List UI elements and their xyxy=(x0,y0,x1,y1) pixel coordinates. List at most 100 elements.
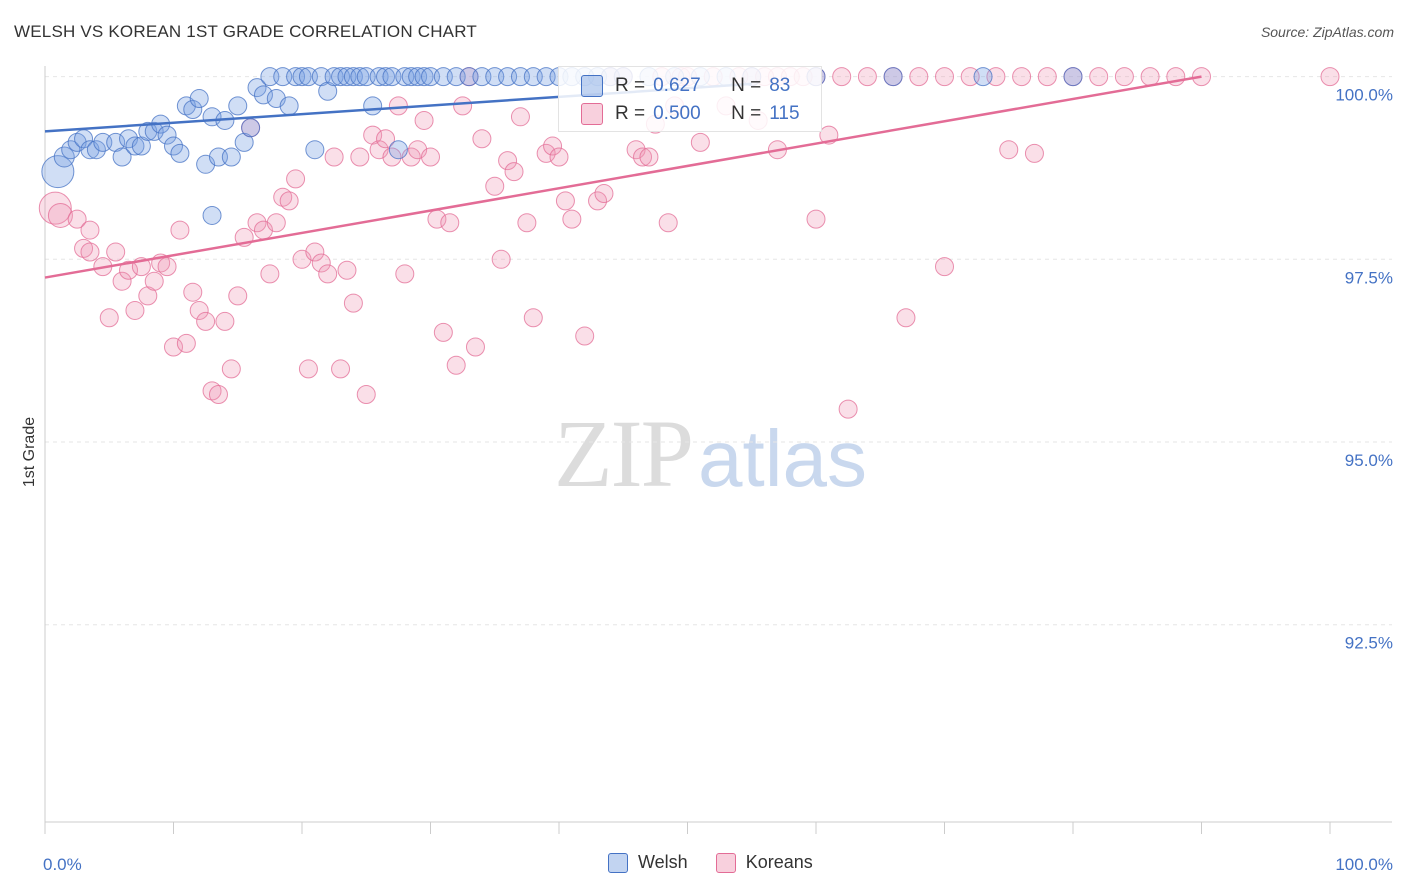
korean-point xyxy=(1320,67,1340,87)
korean-point xyxy=(1140,67,1160,87)
korean-point xyxy=(857,67,877,87)
welsh-point xyxy=(125,136,145,156)
korean-point xyxy=(266,213,286,233)
korean-point xyxy=(343,293,363,313)
welsh-point xyxy=(241,118,261,138)
welsh-point xyxy=(61,140,81,160)
welsh-point xyxy=(247,78,267,98)
welsh-point xyxy=(228,96,248,116)
welsh-n-value: 83 xyxy=(769,75,791,96)
y-tick-label: 100.0% xyxy=(1335,86,1393,105)
korean-trend-line xyxy=(44,75,1202,279)
korean-point xyxy=(658,213,678,233)
korean-point xyxy=(74,238,94,258)
welsh-point xyxy=(350,67,370,87)
korean-point xyxy=(517,213,537,233)
korean-point xyxy=(510,107,530,127)
welsh-point xyxy=(164,136,183,156)
korean-point xyxy=(350,147,370,167)
chart-title: WELSH VS KOREAN 1ST GRADE CORRELATION CH… xyxy=(14,22,477,41)
welsh-point xyxy=(388,140,408,160)
korean-point xyxy=(594,184,614,204)
korean-point xyxy=(453,96,473,116)
korean-point xyxy=(260,264,280,284)
welsh-point xyxy=(112,147,132,167)
korean-point xyxy=(896,308,916,328)
korean-point xyxy=(356,385,376,404)
grid-lines xyxy=(45,76,1392,626)
welsh-point xyxy=(41,155,75,189)
korean-point xyxy=(47,202,73,228)
korean-point xyxy=(176,333,196,353)
korean-point xyxy=(157,257,177,277)
welsh-point xyxy=(414,67,434,87)
korean-point xyxy=(215,311,235,331)
welsh-point xyxy=(53,146,75,168)
korean-point xyxy=(38,191,72,225)
korean-point xyxy=(221,359,241,379)
korean-point xyxy=(935,257,954,277)
welsh-point xyxy=(292,67,312,87)
welsh-point xyxy=(189,89,209,109)
korean-point xyxy=(472,129,492,149)
korean-point xyxy=(286,169,306,189)
korean-point xyxy=(536,143,556,163)
x-tick-label-min: 0.0% xyxy=(43,855,82,874)
korean-point xyxy=(543,136,563,156)
korean-swatch xyxy=(581,103,603,125)
korean-points xyxy=(38,67,1340,419)
welsh-legend-swatch xyxy=(608,852,628,873)
korean-point xyxy=(440,213,460,233)
legend-item-welsh[interactable]: Welsh xyxy=(608,852,688,873)
korean-point xyxy=(504,162,524,182)
watermark-zip: ZIP xyxy=(554,400,694,507)
korean-point xyxy=(189,300,209,320)
korean-point xyxy=(298,359,318,379)
korean-point xyxy=(446,355,466,375)
korean-n-value: 115 xyxy=(769,103,800,124)
korean-point xyxy=(228,286,248,306)
welsh-point xyxy=(305,140,325,160)
welsh-point xyxy=(883,67,903,87)
korean-point xyxy=(1114,67,1134,87)
korean-point xyxy=(575,326,595,346)
stats-row-welsh: R = 0.627 N = 83 xyxy=(559,71,790,101)
korean-point xyxy=(1012,67,1032,87)
korean-point xyxy=(562,209,582,229)
legend-label-korean: Koreans xyxy=(745,852,813,872)
axes xyxy=(44,66,1392,834)
korean-point xyxy=(690,132,710,152)
x-tick-label-max: 100.0% xyxy=(1335,855,1393,874)
korean-point xyxy=(279,191,299,211)
korean-point xyxy=(433,322,453,342)
y-tick-label: 92.5% xyxy=(1345,634,1393,653)
korean-n-label: N = xyxy=(731,103,762,124)
welsh-point xyxy=(86,140,106,160)
korean-point xyxy=(1037,67,1057,87)
korean-point xyxy=(523,308,543,328)
korean-point xyxy=(164,337,183,357)
welsh-point xyxy=(376,67,396,87)
legend-item-korean[interactable]: Koreans xyxy=(715,852,813,873)
korean-point xyxy=(311,253,331,273)
korean-point xyxy=(838,399,858,419)
welsh-point xyxy=(253,85,273,105)
korean-point xyxy=(806,209,826,229)
korean-point xyxy=(80,220,100,240)
y-tick-label: 95.0% xyxy=(1345,451,1393,470)
korean-point xyxy=(318,264,338,284)
welsh-r-value: 0.627 xyxy=(653,75,701,96)
korean-point xyxy=(549,147,569,167)
legend-label-welsh: Welsh xyxy=(638,852,688,872)
korean-point xyxy=(832,67,852,87)
korean-point xyxy=(1089,67,1109,87)
korean-point xyxy=(112,271,132,291)
korean-point xyxy=(414,110,434,130)
korean-point xyxy=(67,209,87,229)
welsh-points xyxy=(41,67,1083,225)
korean-point xyxy=(485,176,505,196)
korean-point xyxy=(106,242,126,262)
stats-box: R = 0.627 N = 83 R = 0.500 N = 115 xyxy=(558,66,822,132)
korean-point xyxy=(588,191,608,211)
